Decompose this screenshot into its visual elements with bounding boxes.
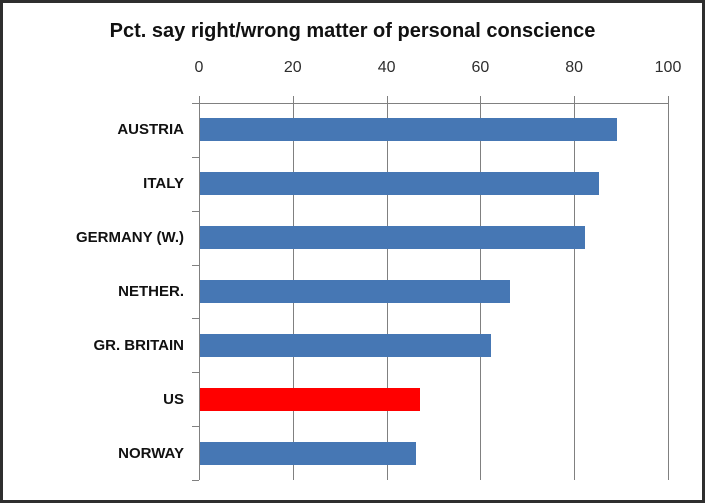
y-axis-tick-3 (192, 264, 199, 266)
bar-gr-britain (200, 333, 491, 357)
bar-nether (200, 280, 510, 303)
x-axis-tick-label-0: 0 (194, 59, 204, 76)
y-axis-tick-5 (192, 372, 199, 374)
x-axis-tick-label-20: 20 (283, 59, 302, 76)
y-axis-tick-6 (192, 426, 199, 428)
x-axis-tick-label-100: 100 (654, 59, 682, 76)
bar-austria (200, 118, 618, 142)
gridline-x-100 (668, 103, 669, 480)
y-axis-tick-2 (192, 210, 199, 212)
category-label-norway: NORWAY (118, 444, 184, 462)
y-axis-tick-7 (192, 480, 199, 481)
x-axis-tick-label-60: 60 (471, 59, 490, 76)
x-axis-tick-40 (386, 96, 388, 103)
x-axis-tick-100 (668, 96, 669, 103)
y-axis-line (199, 103, 200, 480)
x-axis-tick-label-80: 80 (565, 59, 584, 76)
x-axis-tick-label-40: 40 (377, 59, 396, 76)
x-axis-tick-0 (199, 96, 200, 103)
chart-title: Pct. say right/wrong matter of personal … (109, 20, 596, 42)
category-label-austria: AUSTRIA (117, 121, 184, 139)
y-axis-tick-0 (192, 103, 199, 104)
x-axis-tick-60 (480, 96, 482, 103)
x-axis-tick-80 (574, 96, 576, 103)
bar-norway (200, 441, 416, 465)
y-axis-tick-1 (192, 156, 199, 158)
x-axis-line (193, 103, 669, 104)
y-axis-tick-4 (192, 318, 199, 320)
category-label-nether: NETHER. (118, 282, 184, 300)
category-label-italy: ITALY (143, 175, 184, 193)
category-label-gr-britain: GR. BRITAIN (93, 336, 184, 354)
category-label-us: US (163, 390, 184, 408)
x-axis-tick-20 (292, 96, 294, 103)
bar-germany-w (200, 226, 585, 250)
bar-us (200, 387, 421, 411)
category-label-germany-w: GERMANY (W.) (75, 229, 184, 247)
gridline-x-80 (574, 103, 576, 480)
bar-italy (200, 172, 599, 196)
